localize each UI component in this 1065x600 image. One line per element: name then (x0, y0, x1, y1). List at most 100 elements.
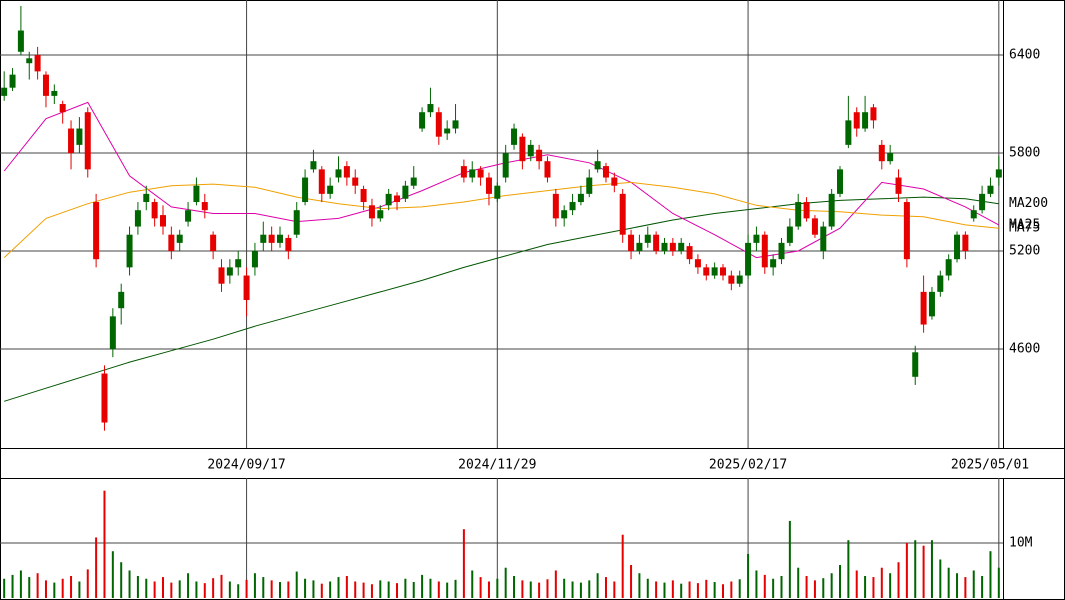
candle-body (17, 30, 24, 52)
candle-body (452, 120, 459, 129)
volume-bar (621, 534, 624, 598)
volume-bar (95, 537, 98, 598)
candle-body (837, 169, 844, 194)
candle-body (954, 234, 961, 260)
candle-body (686, 246, 693, 260)
candle-body (803, 202, 810, 219)
volume-bar (588, 580, 591, 598)
volume-bar (312, 580, 315, 598)
volume-bar (145, 578, 148, 598)
candle-body (26, 58, 33, 64)
volume-bar (763, 574, 766, 598)
volume-bar (237, 584, 240, 598)
candle-body (218, 267, 225, 284)
candle-body (210, 234, 217, 252)
candle-body (385, 193, 392, 206)
candle-body (327, 185, 334, 194)
candle-body (527, 144, 534, 157)
candle-body (845, 120, 852, 145)
volume-bar (170, 582, 173, 598)
volume-bar (103, 490, 106, 598)
volume-bar (471, 570, 474, 598)
candle-body (394, 195, 401, 203)
volume-bar (830, 573, 833, 598)
candle-body (485, 177, 492, 194)
candle-body (201, 202, 208, 211)
volume-bar (19, 570, 22, 598)
volume-bar (613, 581, 616, 598)
candle-body (1, 87, 8, 96)
volume-bar (981, 575, 984, 598)
volume-bar (304, 578, 307, 598)
y-tick-label: 6400 (1009, 48, 1040, 63)
volume-bar (513, 575, 516, 598)
volume-bar (630, 564, 633, 598)
candle-body (93, 202, 100, 260)
volume-bar (772, 578, 775, 598)
candle-body (343, 166, 350, 178)
x-tick-label: 2025/02/17 (709, 458, 787, 473)
volume-bar (44, 580, 47, 598)
candle-body (820, 226, 827, 252)
volume-bar (337, 577, 340, 598)
candle-body (761, 234, 768, 268)
moving-average (4, 196, 999, 402)
volume-bar (571, 581, 574, 598)
candle-body (745, 242, 752, 276)
volume-bar (111, 551, 114, 598)
candle-body (277, 234, 284, 243)
candle-body (870, 107, 877, 121)
volume-bar (872, 577, 875, 598)
volume-bar (989, 551, 992, 598)
candle-body (536, 149, 543, 162)
candle-body (444, 128, 451, 134)
volume-bar (579, 582, 582, 598)
volume-bar (713, 582, 716, 598)
volume-bar (847, 540, 850, 598)
candle-body (143, 193, 150, 203)
candle-body (628, 234, 635, 252)
candle-body (703, 267, 710, 276)
candle-body (770, 259, 777, 268)
candle-body (118, 291, 125, 309)
candle-body (168, 234, 175, 252)
x-tick-label: 2024/11/29 (458, 458, 536, 473)
candle-body (402, 185, 409, 199)
candle-body (260, 234, 267, 243)
candle-body (962, 234, 969, 252)
candle-body (185, 210, 192, 222)
volume-bar (320, 583, 323, 598)
volume-bar (396, 583, 399, 598)
volume-bar (120, 562, 123, 598)
candle-body (912, 352, 919, 377)
volume-bar (253, 573, 256, 598)
candle-body (9, 74, 16, 88)
volume-bar (161, 577, 164, 598)
candle-body (477, 169, 484, 178)
volume-bar (61, 578, 64, 598)
volume-bar (755, 570, 758, 598)
candle-body (903, 202, 910, 260)
candle-body (719, 267, 726, 276)
volume-bar (646, 578, 649, 598)
volume-bar (655, 581, 658, 598)
candle-body (59, 104, 66, 113)
candle-body (377, 210, 384, 219)
candle-body (109, 316, 116, 350)
volume-bar (479, 577, 482, 598)
volume-bar (914, 540, 917, 598)
volume-bar (412, 582, 415, 598)
candle-body (987, 185, 994, 194)
legend-label: MA200 (1009, 196, 1048, 211)
candle-body (828, 193, 835, 227)
y-tick-label: 4600 (1009, 342, 1040, 357)
candle-body (795, 202, 802, 227)
volume-bar (930, 540, 933, 598)
candle-body (101, 373, 108, 423)
candle-body (419, 112, 426, 129)
volume-bar (437, 581, 440, 598)
legend-label: MA75 (1009, 221, 1040, 236)
candle-body (519, 136, 526, 162)
candle-body (544, 161, 551, 178)
candle-body (352, 177, 359, 186)
